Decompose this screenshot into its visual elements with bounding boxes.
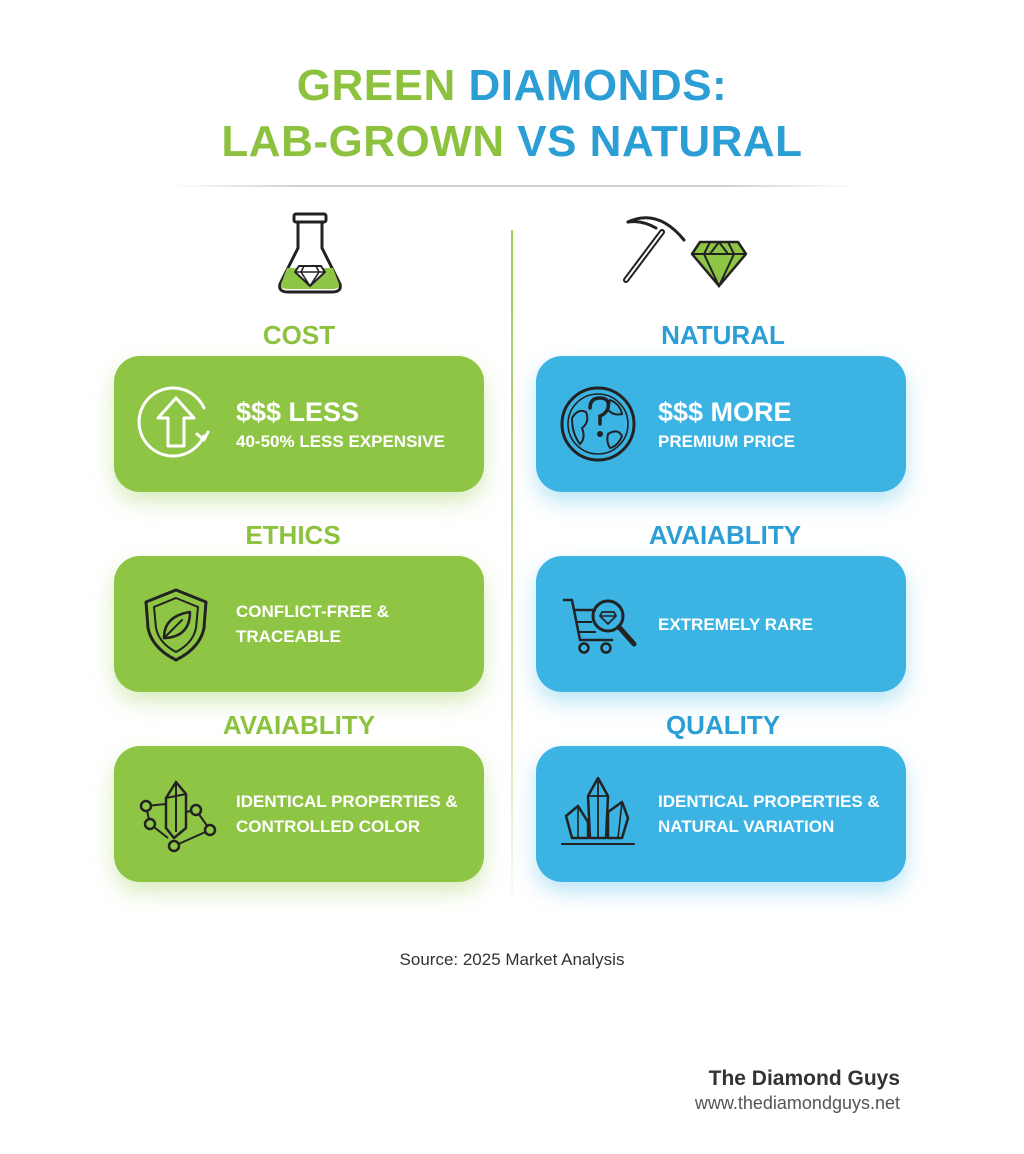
- brand-url[interactable]: www.thediamondguys.net: [694, 1093, 900, 1113]
- card-text: CONFLICT-FREE & TRACEABLE: [236, 556, 389, 692]
- title-line-2: LAB-GROWN VS NATURAL: [0, 114, 1024, 170]
- right-label-availability: AVAIABLITY: [648, 520, 802, 550]
- brand-block: The Diamond Guys www.thediamondguys.net: [695, 1066, 900, 1114]
- crystal-cluster-icon: [561, 776, 635, 845]
- card-natural-cost: $$$ MORE PREMIUM PRICE: [536, 356, 906, 492]
- infographic-title: GREEN DIAMONDS: LAB-GROWN VS NATURAL: [0, 58, 1024, 170]
- availability-line-1: IDENTICAL PROPERTIES &: [236, 792, 458, 811]
- left-label-ethics: ETHICS: [245, 520, 341, 550]
- crystal-network-icon: [139, 780, 217, 853]
- left-label-cost: COST: [262, 320, 336, 350]
- card-natural-availability: EXTREMELY RARE: [536, 556, 906, 692]
- card-lab-ethics: CONFLICT-FREE & TRACEABLE: [114, 556, 484, 692]
- shield-leaf-icon: [144, 588, 208, 662]
- cost-detail: 40-50% LESS EXPENSIVE: [236, 431, 445, 451]
- title-divider: [168, 185, 858, 187]
- card-text: $$$ LESS 40-50% LESS EXPENSIVE: [236, 356, 445, 492]
- card-text: IDENTICAL PROPERTIES & CONTROLLED COLOR: [236, 746, 458, 882]
- natural-cost-detail: PREMIUM PRICE: [658, 431, 795, 451]
- title-vs-natural: VS NATURAL: [517, 117, 803, 166]
- rarity-line: EXTREMELY RARE: [658, 614, 813, 634]
- ethics-line-2: TRACEABLE: [236, 627, 341, 646]
- left-label-availability: AVAIABLITY: [222, 710, 376, 740]
- card-lab-cost: $$$ LESS 40-50% LESS EXPENSIVE: [114, 356, 484, 492]
- right-label-natural: NATURAL: [661, 320, 785, 350]
- flask-diamond-icon: [278, 212, 342, 294]
- title-green-word: GREEN: [296, 61, 456, 110]
- ethics-line-1: CONFLICT-FREE &: [236, 602, 389, 621]
- quality-line-1: IDENTICAL PROPERTIES &: [658, 792, 880, 811]
- globe-question-icon: [560, 386, 636, 462]
- pickaxe-diamond-icon: [623, 216, 748, 289]
- card-lab-availability: IDENTICAL PROPERTIES & CONTROLLED COLOR: [114, 746, 484, 882]
- title-line-1: GREEN DIAMONDS:: [0, 58, 1024, 114]
- quality-line-2: NATURAL VARIATION: [658, 817, 835, 836]
- natural-cost-headline: $$$ MORE: [658, 396, 792, 427]
- card-natural-quality: IDENTICAL PROPERTIES & NATURAL VARIATION: [536, 746, 906, 882]
- column-divider: [511, 230, 513, 920]
- availability-line-2: CONTROLLED COLOR: [236, 817, 421, 836]
- card-text: $$$ MORE PREMIUM PRICE: [658, 356, 795, 492]
- cost-headline: $$$ LESS: [236, 396, 360, 427]
- source-note: Source: 2025 Market Analysis: [399, 950, 625, 969]
- circular-up-arrow-icon: [137, 386, 210, 458]
- cart-magnifier-icon: [562, 598, 637, 654]
- title-lab-grown: LAB-GROWN: [221, 117, 505, 166]
- title-blue-word: DIAMONDS:: [468, 61, 728, 110]
- card-text: IDENTICAL PROPERTIES & NATURAL VARIATION: [658, 746, 880, 882]
- card-text: EXTREMELY RARE: [658, 556, 813, 692]
- brand-name: The Diamond Guys: [708, 1067, 900, 1090]
- right-label-quality: QUALITY: [665, 710, 781, 740]
